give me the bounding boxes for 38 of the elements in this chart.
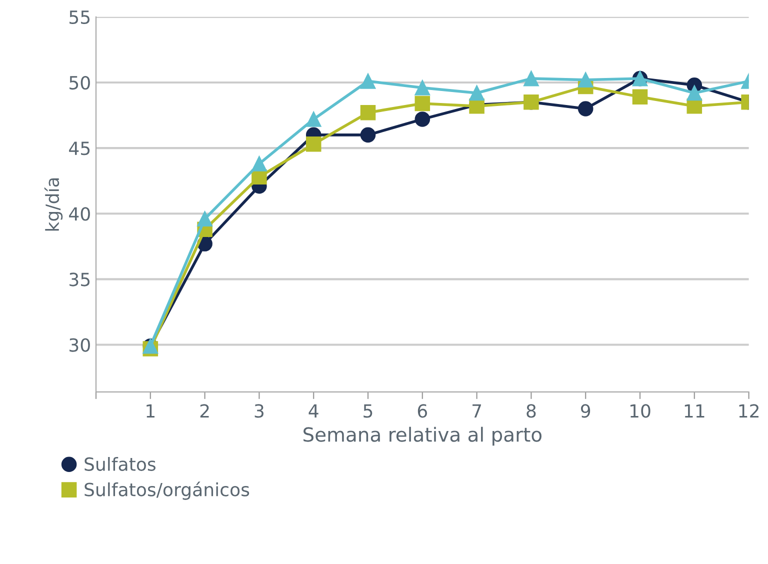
x-tick-label: 3 (254, 404, 264, 418)
point (197, 211, 212, 227)
point (252, 156, 267, 172)
y-tick-label: 35 (70, 272, 90, 286)
point (469, 85, 484, 101)
point (632, 89, 648, 105)
y-tick-label: 40 (69, 207, 90, 221)
x-tick-label: 8 (526, 404, 536, 418)
point (306, 112, 322, 127)
legend-label: Sulfatos/orgánicos (84, 482, 250, 500)
point (360, 127, 376, 143)
x-tick-label: 2 (200, 404, 209, 418)
point (360, 74, 376, 89)
y-tick-label: 30 (70, 338, 90, 352)
x-axis-title: Semana relativa al parto (304, 426, 542, 446)
x-tick-label: 5 (364, 404, 372, 418)
x-tick-label: 6 (418, 404, 428, 418)
x-tick-label: 1 (146, 404, 154, 418)
y-tick-label: 45 (69, 142, 90, 156)
y-tick-label: 50 (70, 76, 90, 90)
y-axis-title: kg/día (44, 178, 63, 231)
legend-label: Sulfatos (84, 456, 156, 471)
x-tick-label: 12 (739, 404, 758, 418)
x-tick-label: 4 (308, 404, 318, 418)
y-tick-label: 55 (70, 10, 90, 24)
x-tick-label: 11 (684, 404, 704, 418)
point (414, 96, 430, 112)
point (524, 70, 539, 86)
x-tick-label: 9 (580, 404, 590, 418)
x-tick-label: 10 (630, 404, 650, 418)
point (306, 136, 322, 152)
x-tick-label: 7 (472, 404, 481, 418)
point (360, 105, 376, 120)
point (578, 101, 594, 116)
point (414, 112, 430, 127)
point (686, 85, 702, 101)
point (414, 80, 430, 96)
point (578, 72, 594, 88)
